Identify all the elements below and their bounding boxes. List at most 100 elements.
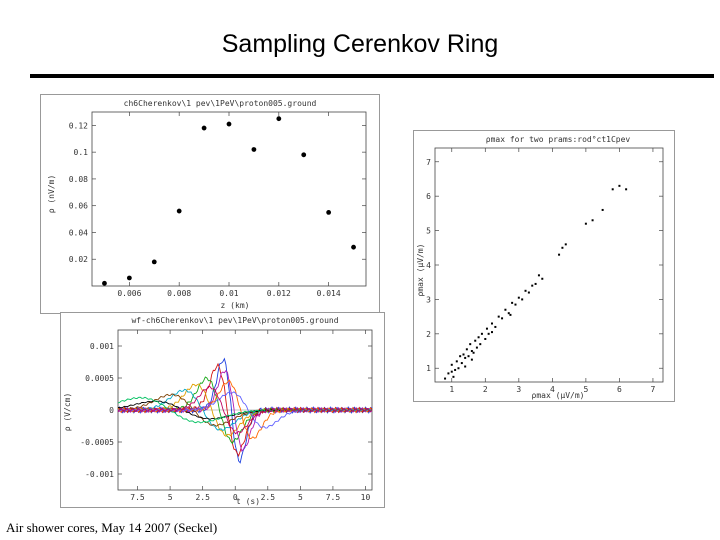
data-point [351,244,356,250]
title-underline [30,74,714,78]
x-tick-label: 10 [361,493,371,502]
data-point [444,377,447,380]
x-tick-label: 0.012 [267,289,291,298]
waveform-series-line [117,385,373,435]
slide-footer: Air shower cores, May 14 2007 (Seckel) [6,520,218,535]
data-point [474,339,477,342]
plot-title: ch6Cherenkov\1 pev\1PeV\proton005.ground [124,99,317,108]
data-point [457,367,460,370]
waveform-series-line [117,370,373,452]
data-point [534,282,537,285]
data-point [459,355,462,358]
slide-title: Sampling Cerenkov Ring [221,30,499,58]
x-tick-label: 7.5 [130,493,145,502]
x-tick-label: 0.006 [117,289,141,298]
y-tick-label: 5 [426,227,431,236]
y-tick-label: 1 [426,364,431,373]
data-point [514,303,517,306]
x-tick-label: 0 [233,493,238,502]
data-point [497,315,500,318]
data-point [455,360,458,363]
rho-max-comparison-scatter-plot: ρmax for two prams:rod°ct1Cpev ρmax (μV/… [413,130,675,402]
y-tick-label: 0.0005 [85,374,114,383]
data-point [176,208,182,214]
data-point [450,370,453,373]
rho-vs-z-scatter-plot: ch6Cherenkov\1 pev\1PeV\proton005.ground… [40,94,380,314]
data-point [517,296,520,299]
data-point [524,289,527,292]
y-tick-label: 0.08 [69,175,88,184]
data-point [537,274,540,277]
y-tick-label: 0 [109,406,114,415]
x-axis-label: ρmax (μV/m) [532,391,585,400]
y-tick-label: 0.04 [69,228,88,237]
data-point [462,353,465,356]
data-point [479,343,482,346]
x-tick-label: 0.014 [317,289,341,298]
y-tick-label: 4 [426,261,431,270]
data-point [102,280,107,286]
data-point [625,188,628,191]
x-tick-label: 2.5 [195,493,210,502]
data-point [511,301,514,304]
data-point [531,284,534,287]
y-axis-label: ρmax (μV/m) [416,244,425,297]
waveform-series-line [117,362,373,458]
data-point [527,291,530,294]
y-tick-label: 0.12 [69,121,88,130]
plot-title: wf-ch6Cherenkov\1 pev\1PeV\proton005.gro… [131,316,338,325]
y-axis-label: ρ (nV/m) [47,175,56,214]
x-tick-label: 7 [651,385,656,394]
plot-frame [413,130,675,402]
data-point [491,322,493,325]
data-point [470,350,473,353]
x-tick-label: 7.5 [326,493,341,502]
x-tick-label: 2 [483,385,488,394]
data-point [487,332,490,335]
data-point [454,368,457,371]
data-point [564,243,567,246]
y-tick-label: 3 [426,295,431,304]
data-point [485,327,488,330]
data-point [477,336,480,339]
x-tick-label: 4 [550,385,555,394]
data-point [226,121,232,127]
data-point [591,219,594,222]
y-axis-label: ρ (V/cm) [63,393,72,432]
y-tick-label: 0.02 [69,255,88,264]
data-point [494,325,497,328]
x-axis-label: t (s) [236,497,260,506]
data-point [470,358,473,361]
x-tick-label: 6 [617,385,622,394]
data-point [469,343,472,346]
data-point [472,351,475,354]
data-point [558,253,561,256]
data-point [276,116,282,122]
data-point [452,375,455,378]
data-point [475,346,478,349]
plot-frame [40,94,380,314]
y-tick-label: 0.1 [74,148,89,157]
y-tick-label: 0.001 [90,342,114,351]
x-tick-label: 3 [516,385,521,394]
data-point [541,277,544,280]
data-point [151,259,157,265]
data-point [504,308,507,311]
data-point [447,372,450,375]
y-tick-label: 2 [426,330,431,339]
x-tick-label: 5 [583,385,588,394]
data-point [584,222,587,225]
data-point [491,331,493,334]
data-point [507,312,510,315]
data-point [465,348,468,351]
x-tick-label: 0.01 [219,289,238,298]
data-point [521,298,524,301]
data-point [201,125,207,131]
data-point [480,332,483,335]
y-tick-label: 0.06 [69,202,88,211]
x-tick-label: 5 [168,493,173,502]
data-point [611,188,614,191]
y-tick-label: 6 [426,192,431,201]
data-point [301,152,307,158]
data-point [484,337,487,340]
